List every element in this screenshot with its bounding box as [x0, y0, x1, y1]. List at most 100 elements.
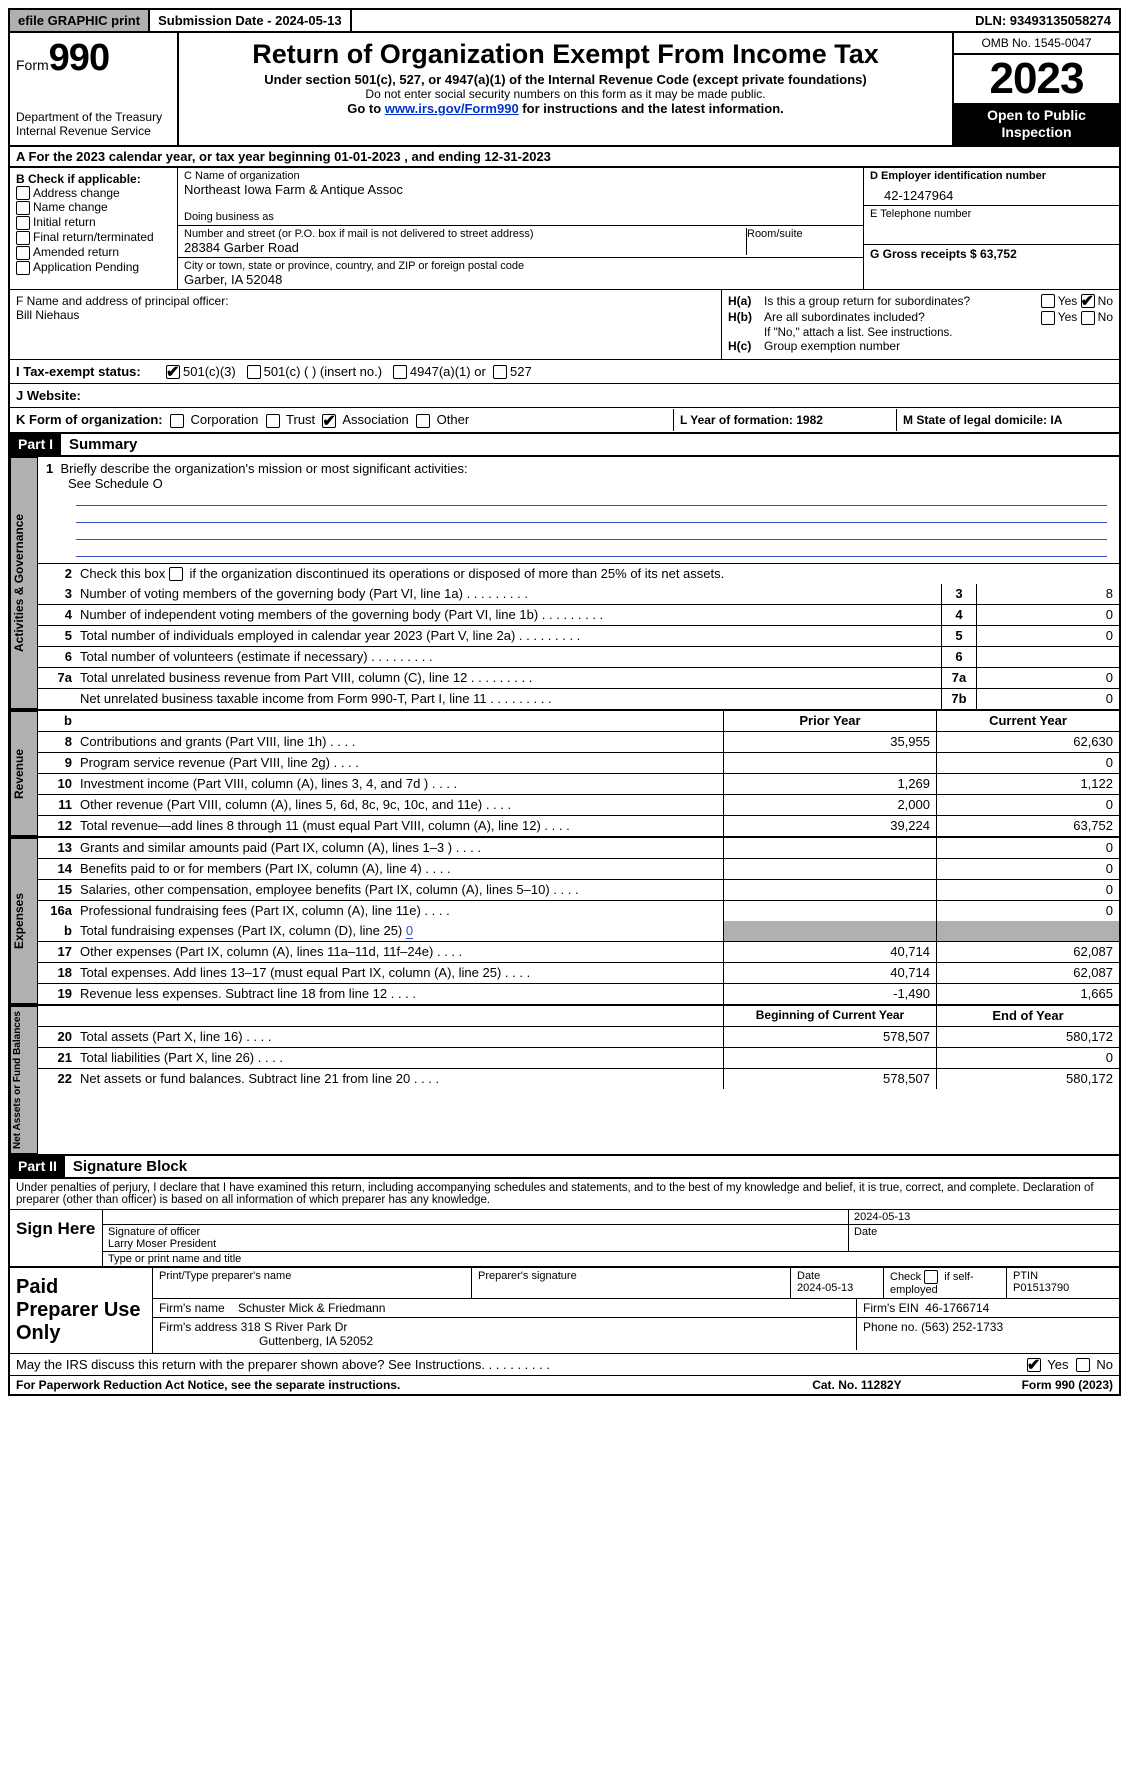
- cb-527[interactable]: [493, 365, 507, 379]
- cb-trust[interactable]: [266, 414, 280, 428]
- part2-header: Part II Signature Block: [8, 1156, 1121, 1179]
- open-public: Open to Public Inspection: [954, 103, 1119, 145]
- irs-label: Internal Revenue Service: [16, 124, 171, 138]
- ein-label: D Employer identification number: [870, 170, 1113, 182]
- sig-date-label: Date: [849, 1225, 1119, 1251]
- ha-b-no[interactable]: [1081, 311, 1095, 325]
- l-year: L Year of formation: 1982: [673, 409, 896, 431]
- sig-officer-name: Larry Moser President: [108, 1238, 843, 1250]
- header-right: OMB No. 1545-0047 2023 Open to Public In…: [952, 33, 1119, 145]
- line-19: 19 Revenue less expenses. Subtract line …: [38, 984, 1119, 1004]
- line-11: 11 Other revenue (Part VIII, column (A),…: [38, 795, 1119, 816]
- firm-name: Schuster Mick & Friedmann: [238, 1301, 385, 1315]
- efile-button[interactable]: efile GRAPHIC print: [10, 10, 150, 31]
- preparer-block: Paid Preparer Use Only Print/Type prepar…: [8, 1268, 1121, 1354]
- k-row: K Form of organization: Corporation Trus…: [8, 408, 1121, 434]
- dba-label: Doing business as: [184, 211, 857, 223]
- firm-addr1: 318 S River Park Dr: [241, 1320, 348, 1334]
- line-12: 12 Total revenue—add lines 8 through 11 …: [38, 816, 1119, 836]
- addr-label: Number and street (or P.O. box if mail i…: [184, 228, 746, 240]
- subtitle-3: Go to www.irs.gov/Form990 for instructio…: [187, 101, 944, 116]
- cb-discontinued[interactable]: [169, 567, 183, 581]
- discuss-text: May the IRS discuss this return with the…: [16, 1357, 550, 1372]
- officer-ha-block: F Name and address of principal officer:…: [8, 290, 1121, 361]
- cb-self-employed[interactable]: [924, 1270, 938, 1284]
- summary-netassets: Net Assets or Fund Balances Beginning of…: [8, 1006, 1121, 1156]
- ha-c-label: H(c): [728, 339, 764, 353]
- col-d: D Employer identification number 42-1247…: [863, 168, 1119, 289]
- sign-here-block: Sign Here 2024-05-13 Signature of office…: [8, 1210, 1121, 1268]
- ha-a-yes[interactable]: [1041, 294, 1055, 308]
- city: Garber, IA 52048: [184, 272, 857, 287]
- cb-501c3[interactable]: [166, 365, 180, 379]
- footer: For Paperwork Reduction Act Notice, see …: [8, 1376, 1121, 1396]
- dept-treasury: Department of the Treasury: [16, 110, 171, 124]
- exp-line-b: b Total fundraising expenses (Part IX, c…: [38, 921, 1119, 942]
- summary-governance: Activities & Governance 1 Briefly descri…: [8, 457, 1121, 711]
- firm-ein: 46-1766714: [925, 1301, 989, 1315]
- irs-link[interactable]: www.irs.gov/Form990: [385, 101, 519, 116]
- city-label: City or town, state or province, country…: [184, 260, 857, 272]
- firm-phone: (563) 252-1733: [921, 1320, 1003, 1334]
- cb-amended[interactable]: [16, 246, 30, 260]
- cb-corp[interactable]: [170, 414, 184, 428]
- col-c: C Name of organization Northeast Iowa Fa…: [178, 168, 863, 289]
- tax-year: 2023: [954, 55, 1119, 103]
- vtab-governance: Activities & Governance: [10, 457, 38, 709]
- cb-assoc[interactable]: [322, 414, 336, 428]
- cb-final-return[interactable]: [16, 231, 30, 245]
- discuss-no[interactable]: [1076, 1358, 1090, 1372]
- status-label: I Tax-exempt status:: [16, 364, 166, 379]
- vtab-netassets: Net Assets or Fund Balances: [10, 1006, 38, 1154]
- website-row: J Website:: [8, 384, 1121, 408]
- m-state: M State of legal domicile: IA: [896, 409, 1119, 431]
- officer-name: Bill Niehaus: [16, 308, 715, 322]
- summary-revenue: Revenue b Prior Year Current Year 8 Cont…: [8, 711, 1121, 838]
- vtab-expenses: Expenses: [10, 838, 38, 1004]
- ha-a-label: H(a): [728, 294, 764, 308]
- cb-4947[interactable]: [393, 365, 407, 379]
- cb-initial-return[interactable]: [16, 216, 30, 230]
- ha-block: H(a) Is this a group return for subordin…: [721, 290, 1119, 360]
- gov-line-6: 6 Total number of volunteers (estimate i…: [38, 647, 1119, 668]
- header-center: Return of Organization Exempt From Incom…: [179, 33, 952, 145]
- cb-other[interactable]: [416, 414, 430, 428]
- org-name-label: C Name of organization: [184, 170, 857, 182]
- officer-label: F Name and address of principal officer:: [16, 294, 715, 308]
- cb-name-change[interactable]: [16, 201, 30, 215]
- firm-addr2: Guttenberg, IA 52052: [259, 1334, 373, 1348]
- line-20: 20 Total assets (Part X, line 16) 578,50…: [38, 1027, 1119, 1048]
- col-b-header: B Check if applicable:: [16, 172, 171, 186]
- sig-officer-label: Signature of officer: [108, 1226, 843, 1238]
- ha-a-text: Is this a group return for subordinates?: [764, 294, 1041, 308]
- part2-badge: Part II: [10, 1156, 65, 1177]
- line-21: 21 Total liabilities (Part X, line 26) 0: [38, 1048, 1119, 1069]
- subtitle-1: Under section 501(c), 527, or 4947(a)(1)…: [187, 72, 944, 87]
- ha-b-note: If "No," attach a list. See instructions…: [728, 327, 1113, 339]
- gov-line-4: 4 Number of independent voting members o…: [38, 605, 1119, 626]
- tel-label: E Telephone number: [870, 208, 1113, 220]
- footer-left: For Paperwork Reduction Act Notice, see …: [16, 1378, 400, 1392]
- line-8: 8 Contributions and grants (Part VIII, l…: [38, 732, 1119, 753]
- cb-501c[interactable]: [247, 365, 261, 379]
- form-label: Form: [16, 57, 49, 73]
- cb-pending[interactable]: [16, 261, 30, 275]
- footer-cat: Cat. No. 11282Y: [812, 1378, 901, 1392]
- discuss-yes[interactable]: [1027, 1358, 1041, 1372]
- ha-b-yes[interactable]: [1041, 311, 1055, 325]
- ha-a-no[interactable]: [1081, 294, 1095, 308]
- line-9: 9 Program service revenue (Part VIII, li…: [38, 753, 1119, 774]
- gross-receipts: G Gross receipts $ 63,752: [870, 247, 1113, 261]
- na-header: Beginning of Current Year End of Year: [38, 1006, 1119, 1027]
- cb-address-change[interactable]: [16, 186, 30, 200]
- ha-b-label: H(b): [728, 310, 764, 324]
- gov-line-3: 3 Number of voting members of the govern…: [38, 584, 1119, 605]
- footer-form: Form 990 (2023): [1022, 1378, 1113, 1392]
- line-17: 17 Other expenses (Part IX, column (A), …: [38, 942, 1119, 963]
- sign-date: 2024-05-13: [849, 1210, 1119, 1224]
- line-18: 18 Total expenses. Add lines 13–17 (must…: [38, 963, 1119, 984]
- entity-block: B Check if applicable: Address change Na…: [8, 168, 1121, 290]
- part1-header: Part I Summary: [8, 434, 1121, 457]
- ha-c-text: Group exemption number: [764, 339, 1113, 353]
- vtab-revenue: Revenue: [10, 711, 38, 836]
